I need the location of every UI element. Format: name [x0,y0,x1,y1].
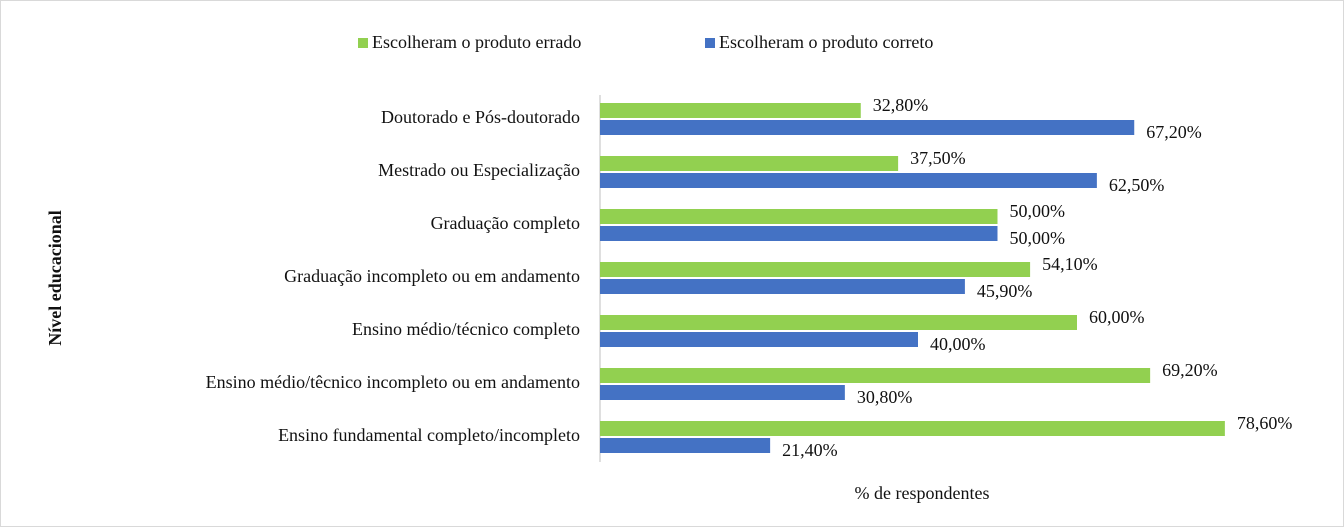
y-tick-label: Doutorado e Pós-doutorado [381,107,580,127]
bar [600,262,1031,277]
data-label: 40,00% [930,334,986,354]
data-label: 37,50% [910,148,966,168]
x-axis-title: % de respondentes [855,483,990,503]
data-label: 78,60% [1237,413,1293,433]
bar [600,173,1097,188]
legend-label: Escolheram o produto errado [372,32,581,52]
data-label: 21,40% [782,440,838,460]
data-label: 67,20% [1146,122,1202,142]
y-tick-label: Ensino médio/têcnico incompleto ou em an… [206,372,580,392]
bar [600,209,998,224]
legend-swatch [705,38,715,48]
y-tick-label: Ensino médio/técnico completo [352,319,580,339]
y-tick-label: Graduação incompleto ou em andamento [284,266,580,286]
bar [600,279,965,294]
data-label: 62,50% [1109,175,1165,195]
bar [600,421,1225,436]
data-label: 50,00% [1010,228,1066,248]
bar [600,156,899,171]
data-label: 45,90% [977,281,1033,301]
bar [600,368,1151,383]
data-label: 50,00% [1010,201,1066,221]
legend-swatch [358,38,368,48]
data-label: 30,80% [857,387,913,407]
y-tick-label: Ensino fundamental completo/incompleto [278,425,580,445]
bar [600,385,845,400]
y-tick-label: Graduação completo [431,213,580,233]
bar [600,438,771,453]
y-tick-label: Mestrado ou Especialização [378,160,580,180]
bar [600,226,998,241]
data-label: 32,80% [873,95,929,115]
data-label: 60,00% [1089,307,1145,327]
bar [600,120,1135,135]
bar [600,315,1077,330]
legend-label: Escolheram o produto correto [719,32,933,52]
bar [600,332,918,347]
bar [600,103,861,118]
y-axis-title: Nível educacional [45,210,65,346]
data-label: 69,20% [1162,360,1218,380]
data-label: 54,10% [1042,254,1098,274]
